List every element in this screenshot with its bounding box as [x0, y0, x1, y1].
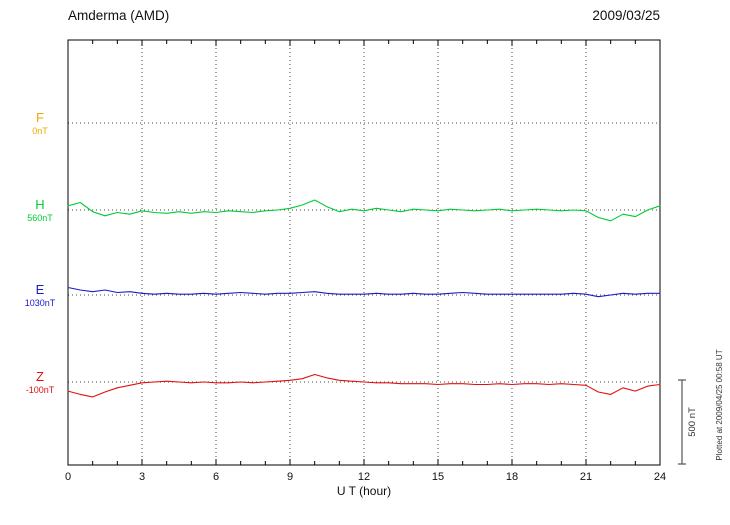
component-label-H: H 560nT [27, 197, 53, 223]
f-component-label: F [36, 110, 44, 125]
e-component-label: E [36, 282, 45, 297]
e-baseline-value: 1030nT [25, 298, 56, 308]
x-tick-label-15: 15 [432, 471, 444, 483]
h-baseline-value: 560nT [27, 213, 53, 223]
x-tick-label-0: 0 [65, 471, 71, 483]
x-axis-label: U T (hour) [337, 484, 391, 498]
tick-layer [67, 40, 661, 465]
x-tick-label-12: 12 [358, 471, 370, 483]
trace-layer [67, 199, 661, 398]
trace-E [67, 286, 661, 298]
z-baseline-value: -100nT [26, 385, 55, 395]
plot-date: 2009/03/25 [592, 8, 660, 23]
component-label-Z: Z -100nT [26, 369, 55, 395]
station-title: Amderma (AMD) [68, 8, 169, 23]
x-tick-label-3: 3 [139, 471, 145, 483]
x-tick-label-24: 24 [654, 471, 666, 483]
grid-layer [68, 40, 660, 465]
x-tick-label-21: 21 [580, 471, 592, 483]
trace-H [67, 199, 661, 222]
z-component-label: Z [36, 369, 44, 384]
scale-bar: 500 nT [678, 379, 698, 465]
h-component-label: H [35, 197, 44, 212]
x-tick-label-6: 6 [213, 471, 219, 483]
component-label-E: E 1030nT [25, 282, 56, 308]
x-tick-label-9: 9 [287, 471, 293, 483]
x-tick-labels: 0 3 6 9 12 15 18 21 24 [65, 471, 666, 483]
trace-Z [67, 373, 661, 398]
component-label-F: F 0nT [32, 110, 48, 136]
plotted-at-note: Plotted at 2009/04/25 00:58 UT [715, 349, 724, 460]
f-baseline-value: 0nT [32, 126, 48, 136]
x-tick-label-18: 18 [506, 471, 518, 483]
scale-bar-label: 500 nT [687, 407, 698, 437]
